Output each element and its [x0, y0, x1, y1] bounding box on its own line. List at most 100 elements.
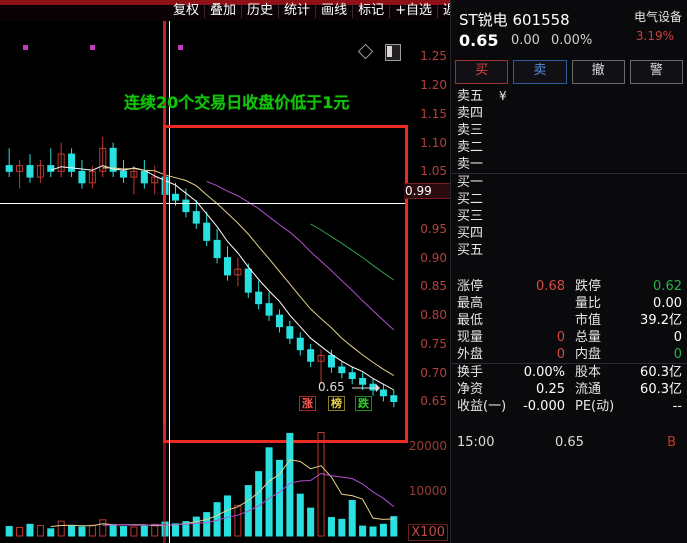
volume-bar: [338, 518, 346, 537]
volume-bar: [120, 526, 128, 537]
orderbook-ask-row[interactable]: 卖五 ¥: [451, 88, 687, 105]
price-axis-tick: 0.75: [420, 336, 447, 351]
candle-body: [68, 153, 76, 172]
candle-body: [348, 372, 356, 379]
orderbook-label: 买一: [457, 175, 484, 190]
moving-average-line: [206, 180, 395, 331]
toolbar-tongji[interactable]: 统计: [284, 3, 311, 18]
volume-bar: [348, 499, 356, 537]
volume-pane[interactable]: 20000 10000 X100: [0, 424, 450, 543]
volume-axis-tick: 20000: [408, 439, 447, 453]
stats-value-left: 0.68: [536, 279, 565, 294]
orderbook-bid-row[interactable]: 买四: [451, 225, 687, 242]
candle-body: [265, 303, 273, 316]
volume-bar: [171, 523, 180, 537]
orderbook-ask-row[interactable]: 卖二: [451, 139, 687, 156]
orderbook-label: 买四: [457, 226, 484, 241]
tick-price: 0.65: [555, 435, 584, 450]
volume-bar: [390, 516, 398, 537]
price-arrow-icon: [352, 384, 380, 392]
orderbook-divider: [451, 173, 687, 174]
volume-bar: [317, 432, 325, 537]
candle-body: [275, 314, 283, 328]
price-axis-tick: 0.65: [420, 394, 447, 409]
badge-up[interactable]: 涨: [299, 396, 316, 411]
currency-symbol: ¥: [499, 89, 507, 103]
toolbar-fuquan[interactable]: 复权: [173, 3, 200, 18]
candle-body: [47, 165, 55, 172]
stats-value-right: 60.3亿: [640, 365, 682, 380]
stats-label-left: 收益(一): [457, 399, 507, 414]
toolbar-diejia[interactable]: 叠加: [210, 3, 237, 18]
buy-button[interactable]: 买: [455, 60, 509, 84]
sell-button[interactable]: 卖: [513, 60, 567, 84]
orderbook-ask-row[interactable]: 卖三: [451, 122, 687, 139]
chart-annotation-text: 连续20个交易日收盘价低于1元: [124, 93, 350, 112]
alert-button[interactable]: 警: [629, 60, 683, 84]
badge-rank[interactable]: 榜: [328, 396, 345, 411]
orderbook-bid-row[interactable]: 买五: [451, 242, 687, 259]
toolbar-huaxian[interactable]: 画线: [321, 3, 348, 18]
layout-icon[interactable]: [385, 44, 401, 61]
candle-body: [192, 211, 200, 224]
stats-divider: [451, 363, 687, 364]
volume-bar: [327, 517, 335, 537]
candle-body: [99, 147, 107, 172]
stock-change: 0.00: [511, 33, 540, 48]
orderbook-label: 卖三: [457, 123, 484, 138]
stats-label-right: 股本: [575, 365, 602, 380]
orderbook-label: 卖二: [457, 140, 484, 155]
price-axis-tick: 0.85: [420, 279, 447, 294]
candle-body: [151, 176, 159, 184]
quote-panel: ST锐电 601558 0.65 0.00 0.00% 电气设备 3.19% 买…: [450, 0, 687, 543]
orderbook-label: 买五: [457, 243, 484, 258]
moving-average-line: [310, 223, 395, 281]
volume-bar: [234, 504, 242, 537]
kline-chart[interactable]: 连续20个交易日收盘价低于1元 0.65 涨 榜 跌 1.25 1.20 1.15 1…: [0, 21, 450, 543]
toolbar-separator: [241, 4, 243, 18]
candle-body: [203, 222, 211, 241]
moving-average-line: [102, 167, 395, 377]
toolbar-lishi[interactable]: 历史: [247, 3, 274, 18]
toolbar-separator: [389, 4, 391, 18]
sector-name[interactable]: 电气设备: [633, 10, 682, 24]
signal-marker: [178, 45, 183, 50]
volume-bar: [57, 520, 65, 537]
cancel-button[interactable]: 撤: [571, 60, 625, 84]
volume-bar: [369, 526, 377, 537]
tick-time: 15:00: [457, 435, 495, 450]
orderbook-bid-row[interactable]: 买三: [451, 208, 687, 225]
price-axis-tick: 1.15: [420, 106, 447, 121]
price-axis-tick: 0.95: [420, 221, 447, 236]
price-axis: 1.25 1.20 1.15 1.10 1.05 0.95 0.90 0.85 0.80 0.75…: [404, 21, 450, 424]
order-book: 卖五 ¥ 卖四 卖三卖二卖一买一 买二 买三买四买五: [451, 88, 687, 259]
candle-body: [327, 354, 335, 368]
toolbar-separator: [315, 4, 317, 18]
orderbook-label: 卖一: [457, 157, 484, 172]
badge-down[interactable]: 跌: [355, 396, 372, 411]
action-buttons: 买 卖 撤 警: [455, 60, 683, 84]
toolbar-add-favorite[interactable]: +自选: [395, 3, 432, 18]
orderbook-bid-row[interactable]: 买一: [451, 174, 687, 191]
stats-label-right: 流通: [575, 382, 602, 397]
candle-body: [182, 199, 190, 213]
last-price-marker: 0.65: [318, 380, 345, 394]
last-tick-row: 15:00 0.65 B: [451, 434, 687, 452]
orderbook-bid-row[interactable]: 买二: [451, 191, 687, 208]
crosshair-vertical-line-volume: [169, 424, 170, 543]
orderbook-ask-row[interactable]: 卖一: [451, 156, 687, 173]
stats-label-right: 市值: [575, 313, 602, 328]
price-axis-tick: 1.05: [420, 164, 447, 179]
stats-row: 最高 量比 0.00: [451, 295, 687, 312]
stats-value-right: 39.2亿: [640, 313, 682, 328]
highlight-vertical-line-volume: [163, 424, 166, 543]
stats-value-left: 0.25: [536, 382, 565, 397]
toolbar-separator: [204, 4, 206, 18]
orderbook-ask-row[interactable]: 卖四: [451, 105, 687, 122]
candle-body: [286, 326, 294, 339]
orderbook-label: 买三: [457, 209, 484, 224]
price-pane[interactable]: 连续20个交易日收盘价低于1元 0.65 涨 榜 跌 1.25 1.20 1.15 1…: [0, 21, 450, 443]
toolbar-biaoji[interactable]: 标记: [358, 3, 385, 18]
orderbook-label: 卖五: [457, 89, 484, 104]
stats-label-right: 量比: [575, 296, 602, 311]
